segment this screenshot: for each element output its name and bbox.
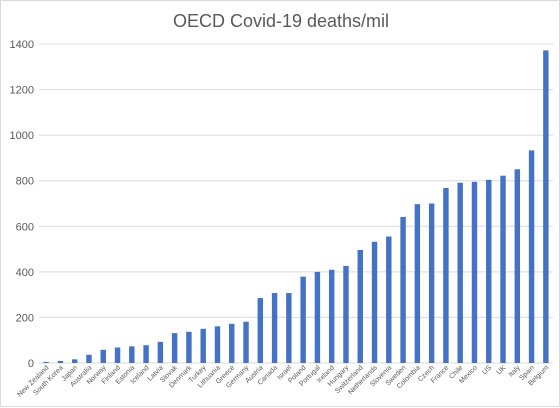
bar-norway [100, 349, 106, 363]
bar-sweden [400, 216, 406, 363]
bar-austria [257, 298, 264, 363]
y-tick-label: 200 [16, 312, 34, 324]
bars [43, 50, 549, 363]
bar-belgium [543, 50, 549, 363]
chart-title: OECD Covid-19 deaths/mil [173, 11, 389, 31]
y-tick-label: 1000 [10, 130, 34, 142]
bar-czech [428, 203, 435, 363]
bar-slovak [171, 333, 178, 363]
bar-japan [71, 359, 78, 363]
bar-us [486, 179, 492, 363]
bar-finland [114, 347, 121, 363]
bar-estonia [129, 346, 135, 363]
bar-slovenia [386, 236, 392, 363]
bar-colombia [414, 204, 421, 363]
bar-uk [500, 175, 506, 363]
bar-israel [286, 293, 292, 363]
y-tick-label: 1400 [10, 39, 34, 51]
bar-denmark [186, 331, 192, 363]
bar-netherlands [371, 241, 378, 363]
bar-spain [528, 150, 535, 363]
bar-italy [514, 169, 521, 363]
bar-france [443, 188, 449, 363]
x-tick-label: UK [496, 364, 508, 376]
x-tick-label: US [481, 364, 493, 376]
bar-ireland [328, 269, 335, 363]
bar-germany [243, 321, 249, 363]
bar-lithuania [214, 326, 221, 363]
bar-chile [457, 182, 463, 363]
y-axis: 0 200 400 600 800 1000 1200 1400 [10, 39, 34, 370]
bar-greece [229, 323, 235, 363]
y-tick-label: 0 [28, 358, 34, 370]
y-tick-label: 1200 [10, 85, 34, 97]
bar-mexico [471, 181, 478, 363]
bar-latvia [157, 341, 164, 363]
bar-portugal [314, 271, 321, 363]
y-tick-label: 600 [16, 221, 34, 233]
bar-south-korea [57, 360, 64, 363]
bar-new-zealand [43, 361, 49, 363]
y-tick-label: 400 [16, 267, 34, 279]
y-tick-label: 800 [16, 176, 34, 188]
bar-turkey [200, 328, 206, 363]
bar-poland [300, 276, 306, 363]
bar-canada [271, 293, 278, 363]
bar-switzerland [357, 249, 363, 363]
gridlines [39, 43, 553, 364]
bar-iceland [143, 345, 149, 363]
bar-australia [86, 354, 92, 363]
bar-hungary [343, 265, 349, 363]
